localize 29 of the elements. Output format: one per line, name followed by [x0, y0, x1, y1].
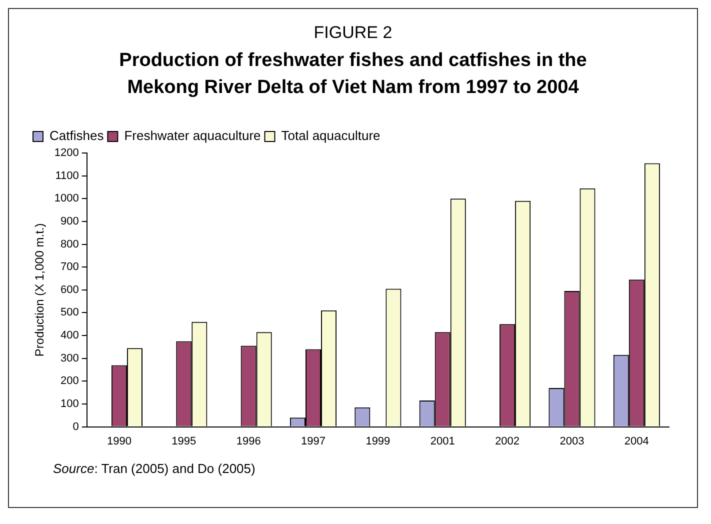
y-tick-label: 600 — [60, 284, 79, 296]
x-tick-label: 2001 — [430, 435, 455, 448]
y-tick-label: 1000 — [54, 192, 79, 205]
x-tick-label: 2003 — [560, 435, 584, 448]
legend-label: Total aquaculture — [281, 128, 380, 144]
legend-label: Catfishes — [50, 128, 104, 144]
y-tick-label: 300 — [60, 352, 79, 364]
x-tick-label: 1990 — [106, 435, 132, 448]
y-tick-label: 900 — [60, 215, 79, 228]
x-tick-label: 1999 — [366, 435, 390, 448]
source-note: Source: Tran (2005) and Do (2005) — [53, 461, 256, 476]
y-axis-title: Production (X 1,000 m.t.) — [32, 223, 47, 357]
chart-subtitle: Production of freshwater fishes and catfishes in the Mekong River Delta of Viet Nam from 1997 to 2004 — [118, 49, 588, 100]
y-tick-label: 400 — [60, 330, 79, 342]
x-tick-label: 1995 — [172, 435, 196, 448]
y-tick-label: 1100 — [55, 170, 79, 182]
y-tick-label: 700 — [60, 261, 79, 274]
y-tick-label: 0 — [72, 420, 79, 433]
x-tick-label: 1997 — [301, 435, 326, 448]
y-tick-label: 100 — [60, 398, 79, 410]
legend-label: Freshwater aquaculture — [124, 128, 261, 144]
chart-title: FIGURE 2 — [312, 23, 394, 43]
y-tick-label: 800 — [60, 238, 79, 250]
x-tick-label: 1996 — [236, 435, 261, 448]
y-tick-label: 1200 — [54, 147, 79, 160]
x-tick-label: 2004 — [624, 435, 649, 448]
x-tick-label: 2002 — [495, 435, 520, 448]
y-tick-label: 500 — [60, 306, 79, 319]
y-tick-label: 200 — [60, 375, 79, 388]
